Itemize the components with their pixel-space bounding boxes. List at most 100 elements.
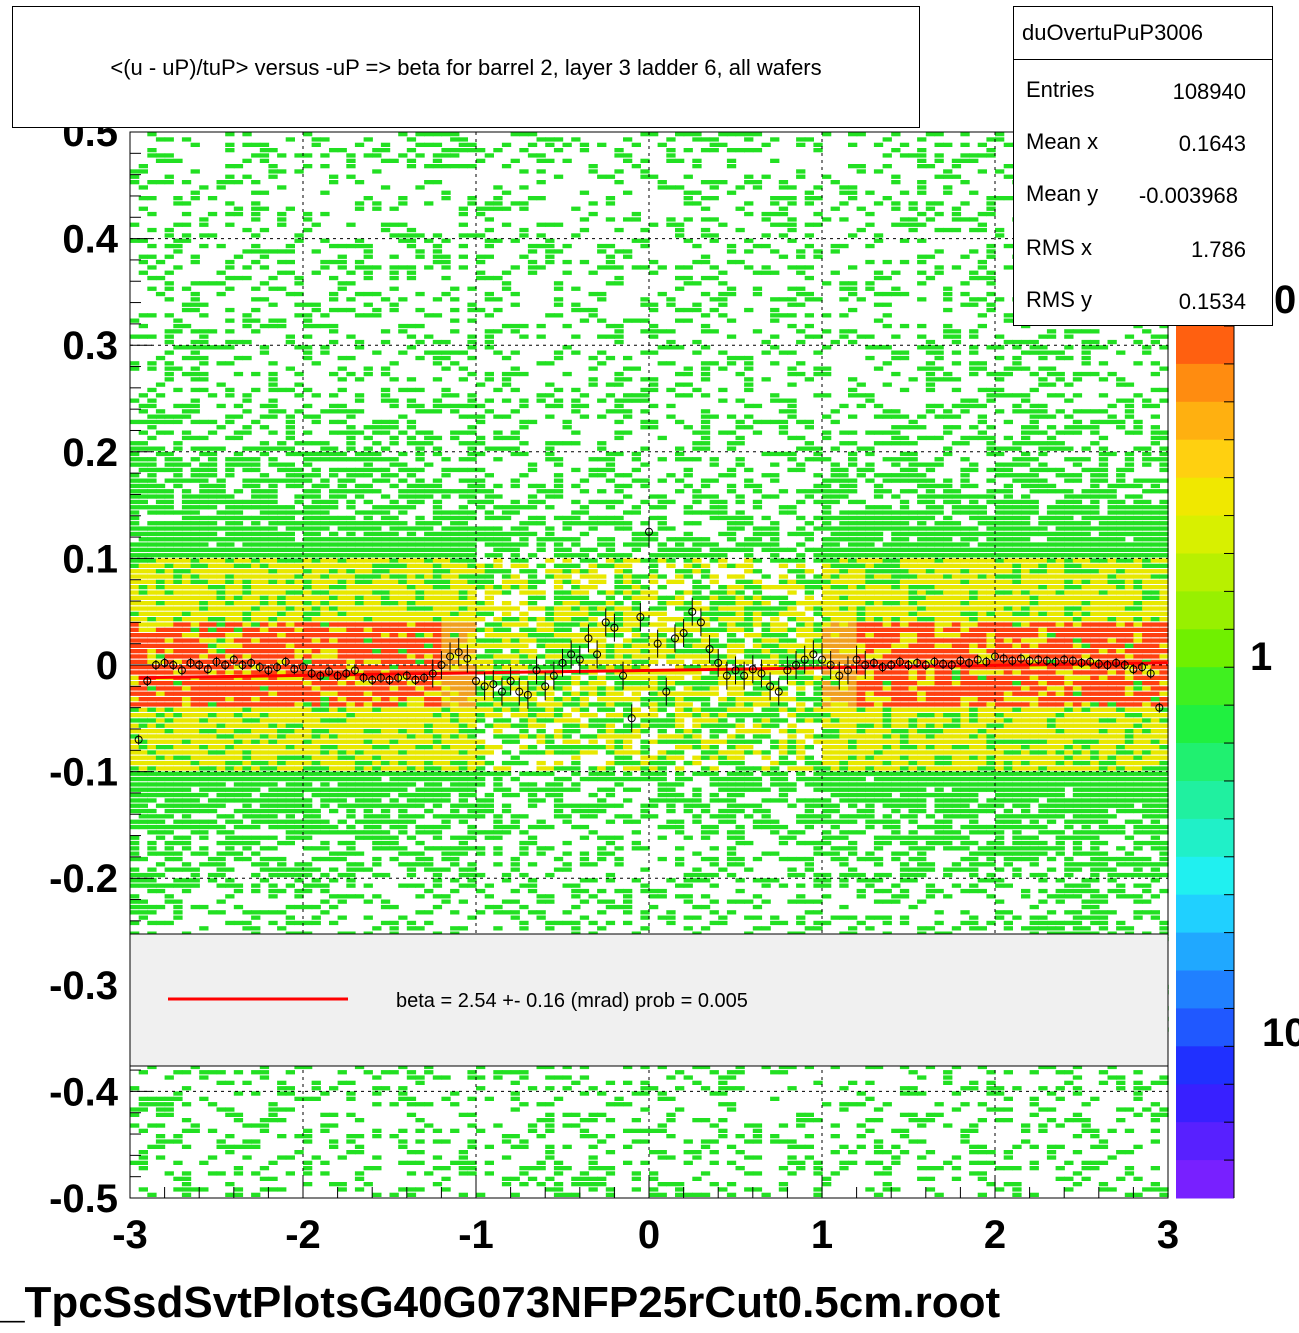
heatmap-cell bbox=[415, 563, 425, 568]
heatmap-cell bbox=[536, 798, 546, 803]
heatmap-cell bbox=[441, 132, 451, 137]
heatmap-cell bbox=[545, 627, 555, 632]
heatmap-cell bbox=[380, 665, 391, 670]
heatmap-cell bbox=[458, 713, 468, 718]
heatmap-cell bbox=[441, 1139, 451, 1144]
heatmap-cell bbox=[476, 537, 486, 542]
heatmap-cell bbox=[372, 457, 382, 462]
heatmap-cell bbox=[415, 521, 425, 526]
heatmap-cell bbox=[199, 718, 209, 723]
heatmap-cell bbox=[354, 718, 365, 723]
heatmap-cell bbox=[441, 745, 451, 750]
heatmap-cell bbox=[285, 366, 295, 371]
heatmap-cell bbox=[467, 537, 477, 542]
heatmap-cell bbox=[147, 414, 157, 419]
heatmap-cell bbox=[225, 707, 235, 712]
heatmap-cell bbox=[406, 164, 417, 169]
heatmap-cell bbox=[225, 766, 235, 771]
heatmap-cell bbox=[363, 723, 373, 728]
heatmap-cell bbox=[363, 670, 373, 675]
heatmap-cell bbox=[207, 419, 218, 425]
heatmap-cell bbox=[147, 387, 157, 393]
heatmap-cell bbox=[294, 718, 304, 723]
heatmap-cell bbox=[476, 435, 486, 441]
heatmap-cell bbox=[346, 446, 356, 451]
heatmap-cell bbox=[181, 638, 192, 643]
heatmap-cell bbox=[199, 787, 209, 792]
heatmap-cell bbox=[545, 414, 555, 419]
heatmap-cell bbox=[207, 537, 218, 542]
heatmap-cell bbox=[190, 371, 200, 377]
heatmap-cell bbox=[363, 473, 373, 478]
heatmap-cell bbox=[510, 643, 520, 648]
heatmap-cell bbox=[510, 814, 520, 819]
heatmap-cell bbox=[147, 846, 157, 851]
heatmap-cell bbox=[173, 707, 183, 712]
heatmap-cell bbox=[432, 654, 443, 659]
heatmap-cell bbox=[225, 771, 235, 776]
heatmap-cell bbox=[553, 745, 564, 750]
heatmap-cell bbox=[225, 617, 235, 622]
heatmap-cell bbox=[277, 670, 287, 675]
heatmap-cell bbox=[294, 590, 304, 595]
heatmap-cell bbox=[311, 691, 321, 696]
heatmap-cell bbox=[130, 1107, 140, 1112]
heatmap-cell bbox=[216, 638, 226, 643]
heatmap-cell bbox=[458, 1192, 468, 1197]
heatmap-cell bbox=[242, 313, 252, 318]
heatmap-cell bbox=[242, 467, 252, 473]
heatmap-cell bbox=[303, 707, 313, 712]
heatmap-cell bbox=[233, 547, 244, 552]
heatmap-cell bbox=[389, 441, 399, 446]
heatmap-cell bbox=[432, 824, 443, 830]
heatmap-cell bbox=[493, 702, 503, 707]
heatmap-cell bbox=[346, 787, 356, 792]
heatmap-cell bbox=[311, 467, 321, 473]
heatmap-cell bbox=[277, 750, 287, 755]
heatmap-cell bbox=[346, 697, 356, 702]
heatmap-cell bbox=[458, 840, 468, 846]
heatmap-cell bbox=[545, 1150, 555, 1155]
heatmap-cell bbox=[380, 473, 391, 478]
heatmap-cell bbox=[389, 158, 399, 163]
heatmap-cell bbox=[329, 393, 339, 398]
heatmap-cell bbox=[303, 1128, 313, 1133]
heatmap-cell bbox=[432, 904, 443, 910]
heatmap-cell bbox=[268, 164, 278, 169]
heatmap-cell bbox=[380, 755, 391, 760]
heatmap-cell bbox=[268, 563, 278, 568]
heatmap-cell bbox=[147, 547, 157, 552]
heatmap-cell bbox=[225, 798, 235, 803]
heatmap-cell bbox=[164, 643, 174, 648]
heatmap-cell bbox=[398, 659, 408, 664]
heatmap-cell bbox=[242, 803, 252, 808]
heatmap-cell bbox=[467, 307, 477, 313]
heatmap-cell bbox=[155, 531, 166, 537]
heatmap-cell bbox=[199, 601, 209, 606]
heatmap-cell bbox=[285, 462, 295, 467]
heatmap-cell bbox=[389, 675, 399, 680]
heatmap-cell bbox=[329, 851, 339, 856]
heatmap-cell bbox=[372, 590, 382, 595]
heatmap-cell bbox=[207, 499, 218, 505]
heatmap-cell bbox=[476, 1128, 486, 1133]
heatmap-cell bbox=[363, 787, 373, 792]
heatmap-cell bbox=[147, 707, 157, 712]
heatmap-cell bbox=[519, 851, 529, 856]
heatmap-cell bbox=[337, 670, 347, 675]
heatmap-cell bbox=[527, 782, 538, 787]
heatmap-cell bbox=[242, 654, 252, 659]
heatmap-cell bbox=[363, 643, 373, 648]
heatmap-cell bbox=[216, 563, 226, 568]
heatmap-cell bbox=[138, 558, 148, 563]
heatmap-cell bbox=[553, 681, 564, 686]
heatmap-cell bbox=[476, 403, 486, 409]
heatmap-cell bbox=[155, 755, 166, 760]
heatmap-cell bbox=[545, 249, 555, 254]
heatmap-cell bbox=[519, 633, 529, 638]
heatmap-cell bbox=[363, 537, 373, 542]
heatmap-cell bbox=[406, 755, 417, 760]
heatmap-cell bbox=[242, 398, 252, 403]
heatmap-cell bbox=[406, 729, 417, 734]
heatmap-cell bbox=[303, 211, 313, 217]
